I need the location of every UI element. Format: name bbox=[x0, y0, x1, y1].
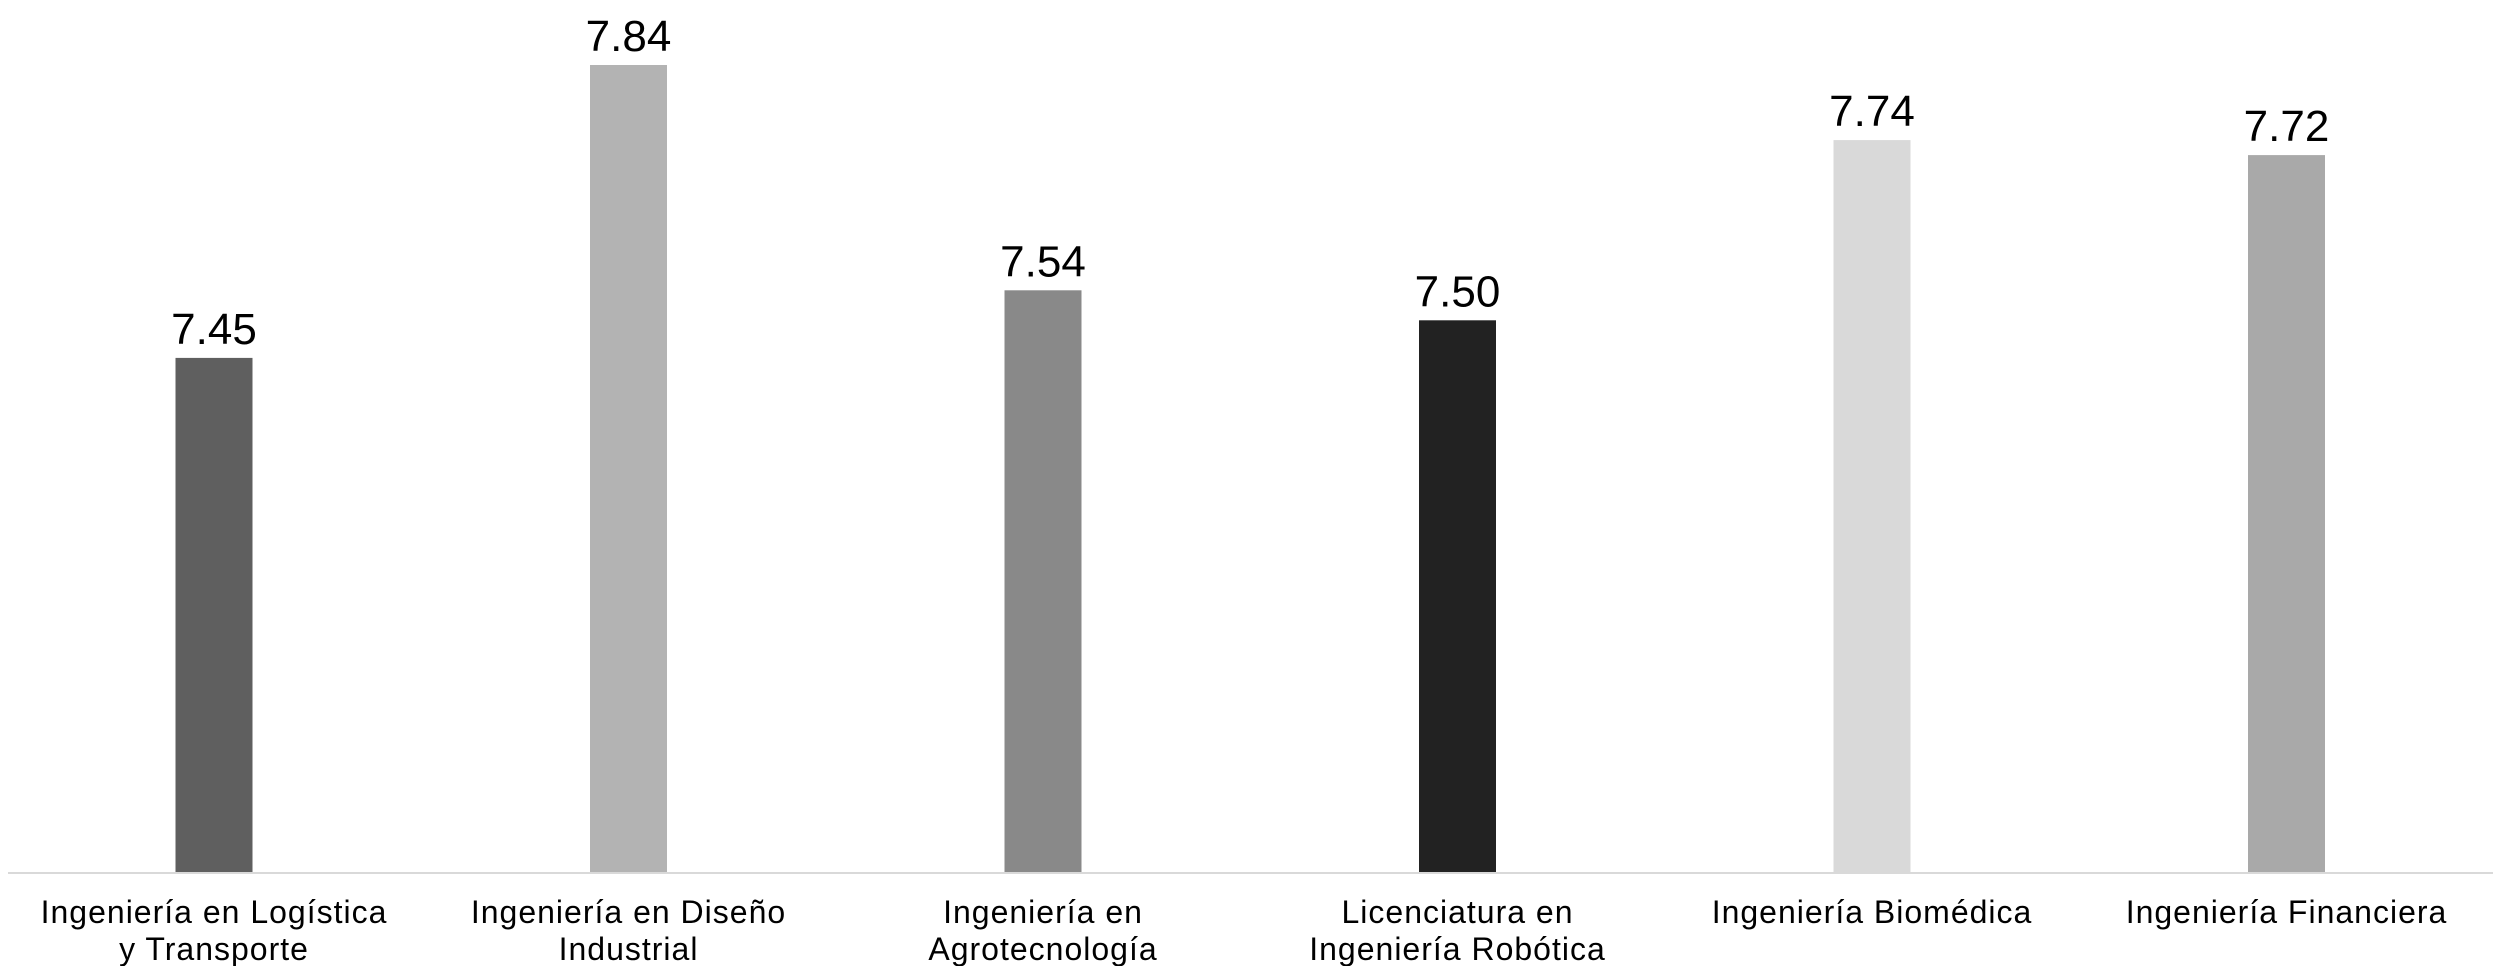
category-label: Ingeniería en Diseño Industrial bbox=[471, 894, 786, 966]
value-labels-group: 7.45 7.84 7.54 7.50 7.74 7.72 bbox=[171, 12, 2329, 354]
category-labels-group: Ingeniería en Logística y TransporteIngen… bbox=[41, 894, 2448, 966]
category-label-line: y Transporte bbox=[119, 931, 309, 966]
category-label-line: Ingeniería en Logística bbox=[41, 894, 388, 930]
bars-group bbox=[175, 65, 2325, 873]
bar bbox=[1419, 320, 1496, 872]
bar bbox=[590, 65, 667, 872]
category-label-line: Agrotecnología bbox=[928, 931, 1157, 966]
category-label-line: Ingeniería Financiera bbox=[2126, 894, 2448, 930]
category-label: Ingeniería en Agrotecnología bbox=[928, 894, 1157, 966]
category-label: Ingeniería Financiera bbox=[2126, 894, 2448, 930]
category-label: Ingeniería Biomédica bbox=[1712, 894, 2033, 930]
bar-value-label: 7.54 bbox=[1000, 237, 1086, 286]
category-label-line: Ingeniería Biomédica bbox=[1712, 894, 2033, 930]
bar bbox=[2248, 155, 2325, 873]
category-label-line: Ingeniería Robótica bbox=[1309, 931, 1606, 966]
bar-value-label: 7.74 bbox=[1829, 87, 1915, 136]
category-label-line: Licenciatura en bbox=[1341, 894, 1573, 930]
bar-value-label: 7.84 bbox=[586, 12, 672, 61]
category-label-line: Industrial bbox=[559, 931, 699, 966]
bar bbox=[1833, 140, 1911, 873]
category-label: Licenciatura en Ingeniería Robótica bbox=[1309, 894, 1606, 966]
bar-value-label: 7.45 bbox=[171, 305, 257, 354]
category-label: Ingeniería en Logística y Transporte bbox=[41, 894, 388, 966]
category-label-line: Ingeniería en bbox=[943, 894, 1143, 930]
bar bbox=[175, 357, 253, 872]
bar-value-label: 7.50 bbox=[1415, 267, 1501, 316]
bar-value-label: 7.72 bbox=[2244, 102, 2330, 151]
bar bbox=[1004, 290, 1082, 872]
category-label-line: Ingeniería en Diseño bbox=[471, 894, 786, 930]
